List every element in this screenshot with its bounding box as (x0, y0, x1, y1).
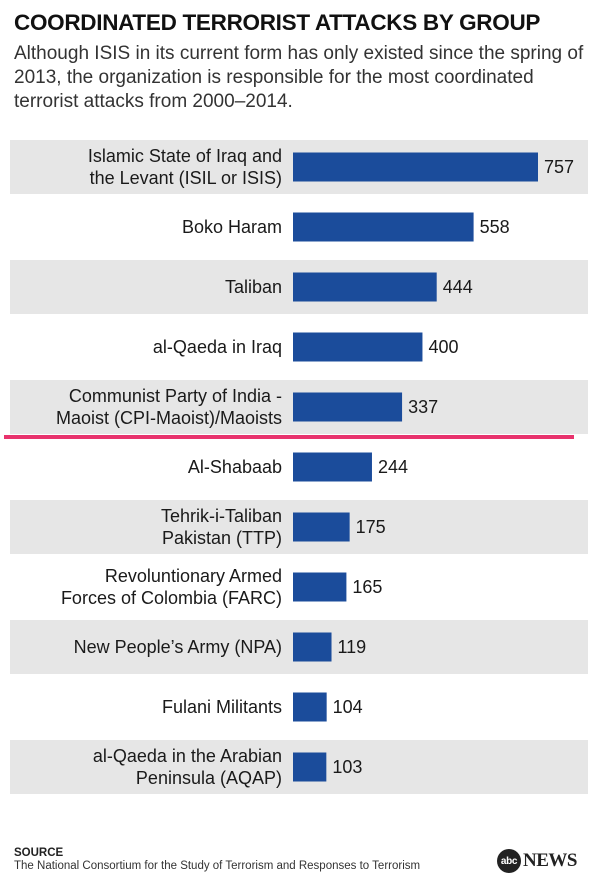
category-label: al-Qaeda in Iraq (153, 337, 282, 357)
bar (293, 752, 327, 782)
category-label: New People’s Army (NPA) (74, 637, 282, 657)
source-text: The National Consortium for the Study of… (14, 860, 421, 872)
category-label: Taliban (225, 277, 282, 297)
value-label: 337 (408, 397, 438, 417)
value-label: 757 (544, 157, 574, 177)
category-label: Peninsula (AQAP) (136, 768, 282, 788)
abc-news-logo: abc NEWS (497, 848, 577, 874)
value-label: 103 (332, 757, 362, 777)
value-label: 175 (356, 517, 386, 537)
category-label: Forces of Colombia (FARC) (61, 588, 282, 608)
chart-subtitle: Although ISIS in its current form has on… (14, 43, 584, 112)
category-label: the Levant (ISIL or ISIS) (90, 168, 282, 188)
category-label: Boko Haram (182, 217, 282, 237)
category-label: Maoist (CPI-Maoist)/Maoists (56, 408, 282, 428)
bar (293, 692, 327, 722)
source-footer: SOURCE The National Consortium for the S… (14, 847, 484, 872)
bar (293, 152, 538, 182)
category-label: Communist Party of India - (69, 386, 282, 406)
value-label: 558 (480, 217, 510, 237)
bar (293, 332, 423, 362)
value-label: 104 (333, 697, 363, 717)
bar (293, 632, 332, 662)
abc-logo-icon: abc (497, 849, 521, 873)
category-label: Al-Shabaab (188, 457, 282, 477)
bar (293, 452, 372, 482)
bar (293, 572, 347, 602)
bar (293, 512, 350, 542)
category-label: Islamic State of Iraq and (88, 146, 282, 166)
bar (293, 272, 437, 302)
value-label: 119 (338, 637, 367, 657)
category-label: al-Qaeda in the Arabian (93, 746, 282, 766)
value-label: 244 (378, 457, 408, 477)
category-label: Tehrik-i-Taliban (161, 506, 282, 526)
category-label: Revoluntionary Armed (105, 566, 282, 586)
bar (293, 212, 474, 242)
value-label: 400 (428, 337, 458, 357)
chart-title: COORDINATED TERRORIST ATTACKS BY GROUP (14, 10, 541, 35)
category-label: Fulani Militants (162, 697, 282, 717)
bar (293, 392, 403, 422)
value-label: 165 (352, 577, 382, 597)
news-wordmark: NEWS (523, 850, 577, 871)
category-label: Pakistan (TTP) (162, 528, 282, 548)
source-heading: SOURCE (14, 847, 64, 859)
value-label: 444 (443, 277, 473, 297)
